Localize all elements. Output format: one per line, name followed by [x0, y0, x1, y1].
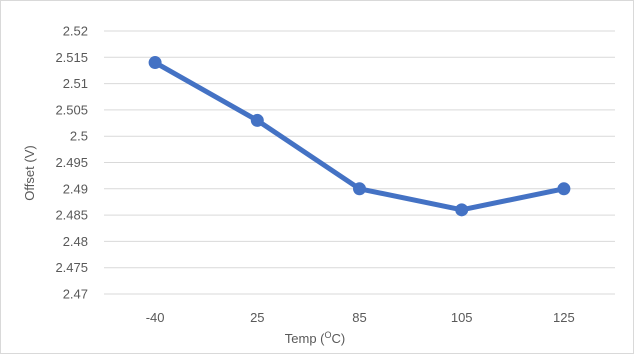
y-tick-label: 2.52 [63, 24, 88, 39]
y-tick-label: 2.5 [70, 129, 88, 144]
y-tick-label: 2.495 [55, 155, 88, 170]
gridlines [104, 30, 615, 295]
data-point [455, 203, 469, 217]
x-axis-title: Temp (OC) [285, 330, 345, 346]
y-axis-ticks: 2.52 2.515 2.51 2.505 2.5 2.495 2.49 2.485 2.48 2… [55, 24, 88, 302]
x-tick-label: 125 [553, 310, 575, 325]
y-tick-label: 2.48 [63, 234, 88, 249]
y-tick-label: 2.51 [63, 76, 88, 91]
x-tick-label: 85 [352, 310, 366, 325]
x-axis-ticks: -40 25 85 105 125 [146, 310, 575, 325]
series-group [148, 56, 571, 217]
y-tick-label: 2.505 [55, 102, 88, 117]
data-point [148, 56, 162, 70]
data-point [250, 113, 264, 127]
data-point [557, 182, 571, 196]
y-tick-label: 2.515 [55, 50, 88, 65]
x-axis-title-end: C) [332, 331, 346, 346]
data-point [353, 182, 366, 196]
x-axis-title-main: Temp ( [285, 331, 325, 346]
y-tick-label: 2.485 [55, 208, 88, 223]
y-tick-label: 2.49 [63, 181, 88, 196]
y-tick-label: 2.475 [55, 260, 88, 275]
x-tick-label: -40 [146, 310, 165, 325]
y-axis-title: Offset (V) [22, 145, 37, 200]
x-tick-label: 25 [250, 310, 264, 325]
x-axis-title-sup: O [325, 330, 332, 340]
x-tick-label: 105 [451, 310, 473, 325]
y-tick-label: 2.47 [63, 287, 88, 302]
